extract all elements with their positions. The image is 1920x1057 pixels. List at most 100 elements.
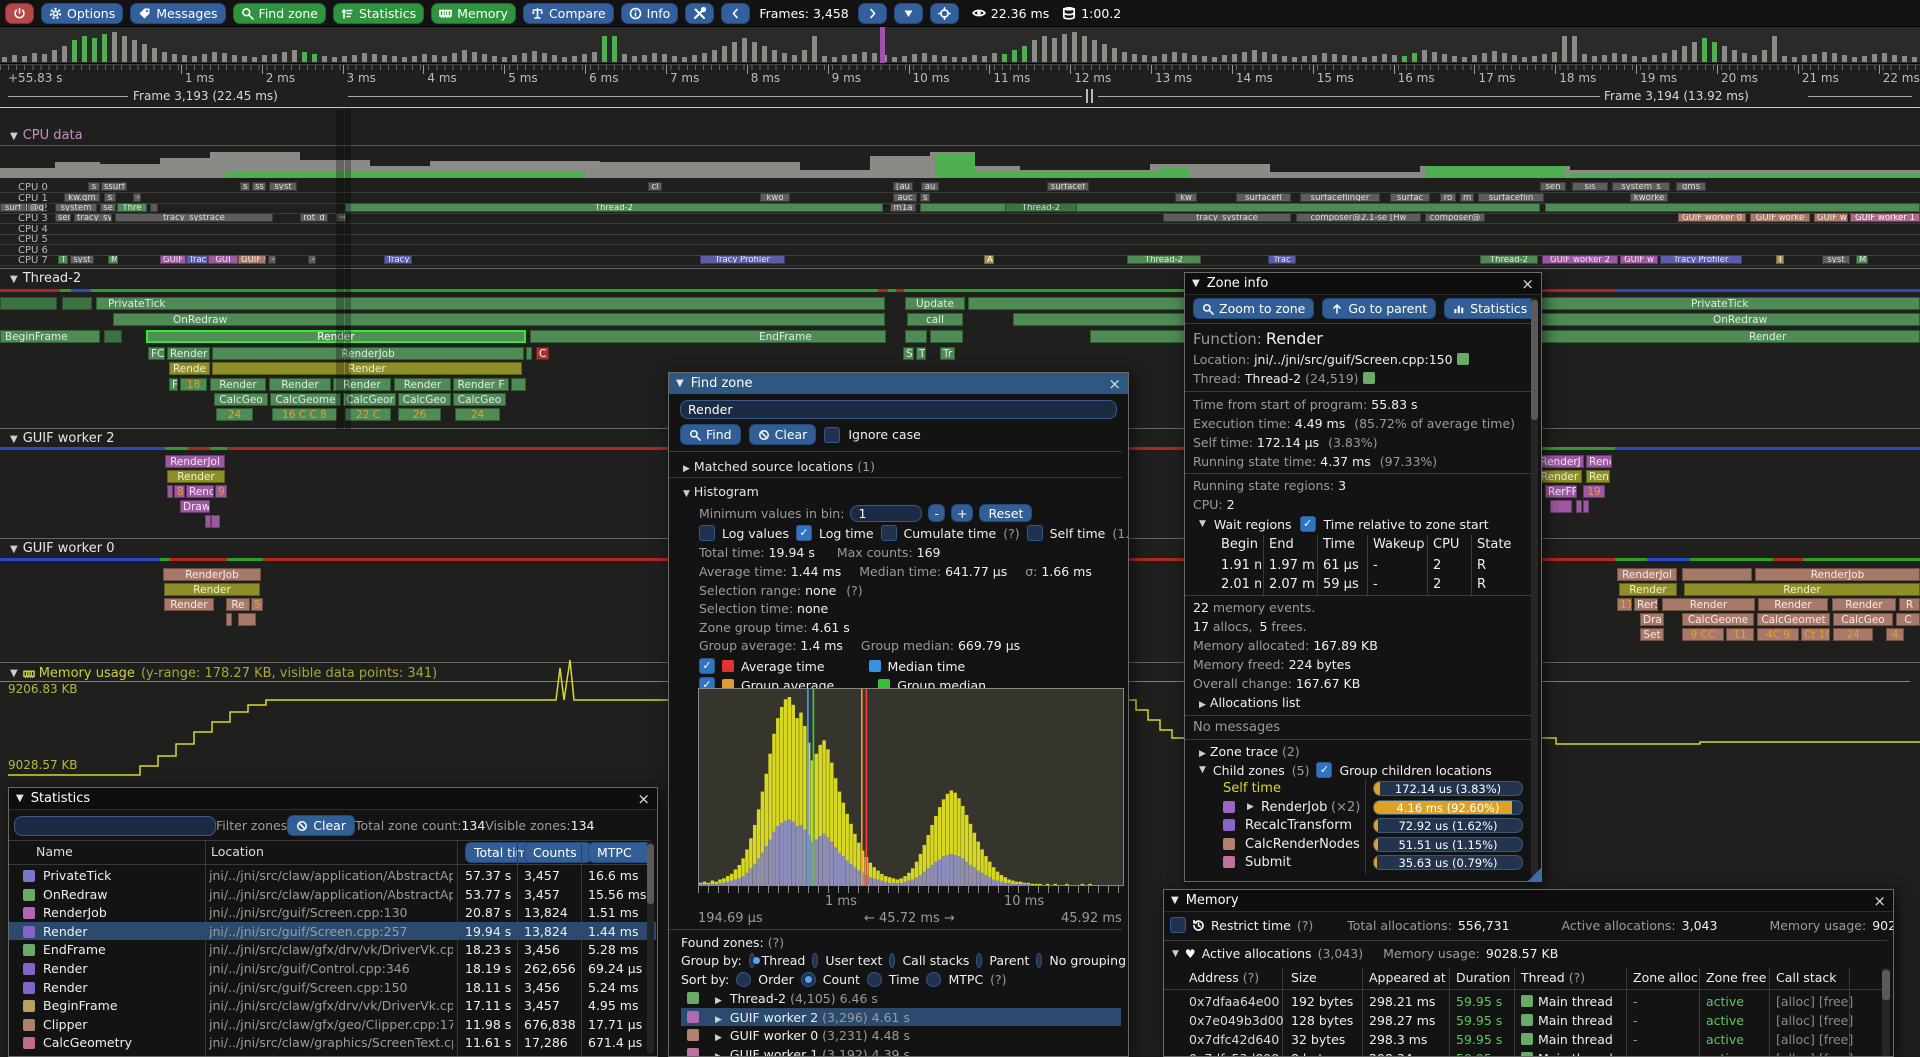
zone[interactable]: Render <box>164 583 260 596</box>
cpu-zone[interactable]: tracy_systrace <box>1163 213 1291 222</box>
radio-button[interactable] <box>866 972 882 987</box>
zone[interactable]: CalcGeor <box>343 393 396 406</box>
scrollbar[interactable] <box>647 842 654 1054</box>
zone[interactable]: Render <box>212 362 522 375</box>
cpu-zone[interactable]: Tracy I <box>384 255 412 264</box>
zone[interactable]: Render <box>164 598 214 611</box>
checkbox[interactable] <box>824 426 841 443</box>
toolbar-button-statistics[interactable]: Statistics <box>332 2 425 24</box>
wait-column-header[interactable]: CPU <box>1433 537 1460 552</box>
matched-source-locations[interactable]: ▶ Matched source locations (1) <box>683 459 875 474</box>
wait-column-header[interactable]: End <box>1269 537 1294 552</box>
allocations-list[interactable]: ▶ Allocations list <box>1199 695 1301 710</box>
checkbox[interactable]: ✓ <box>795 525 812 541</box>
child-zone-name[interactable]: Submit <box>1245 855 1292 871</box>
table-row[interactable]: Render jni/../jni/src/guif/Screen.cpp:150… <box>9 980 657 998</box>
toolbar-button-options[interactable]: Options <box>41 2 124 24</box>
cpu-zone[interactable]: surf <box>0 203 26 212</box>
zone[interactable] <box>905 330 927 343</box>
close-icon[interactable]: × <box>1108 374 1121 393</box>
cpu-zone[interactable]: Thread-2 <box>345 203 883 212</box>
cpu-zone[interactable]: GUI <box>208 255 238 264</box>
zone[interactable] <box>1550 500 1572 513</box>
zone[interactable]: Update <box>905 297 965 310</box>
collapse-icon[interactable]: ▼ <box>1199 519 1206 529</box>
zone[interactable]: 18 <box>180 378 207 391</box>
zone[interactable] <box>930 330 963 343</box>
zone[interactable]: CalcGeo <box>1833 613 1893 626</box>
cpu-zone[interactable]: surfaceflinger <box>1300 193 1380 202</box>
cpu-zone[interactable] <box>920 203 1540 212</box>
zone[interactable]: R <box>1899 598 1920 611</box>
zone[interactable]: CalcGeo <box>398 393 451 406</box>
wait-column-header[interactable]: Wakeup <box>1373 537 1425 552</box>
scrollbar-thumb[interactable] <box>1882 970 1890 1000</box>
zone[interactable]: FC <box>148 347 165 360</box>
zone[interactable] <box>526 347 532 360</box>
cpu-zone[interactable]: GUIF w <box>1620 255 1658 264</box>
frame-overview-minimap[interactable] <box>0 26 1920 64</box>
cpu-zone[interactable]: syst <box>1822 255 1850 264</box>
zone[interactable] <box>62 297 92 310</box>
cpu-zone[interactable]: system_s <box>1612 182 1670 191</box>
cpu-zone[interactable]: kworke <box>1630 193 1668 202</box>
zone[interactable]: S <box>903 347 914 360</box>
thread-section-header[interactable]: ▼ Thread-2 <box>10 271 82 286</box>
collapse-icon[interactable]: ▼ <box>10 668 18 679</box>
radio-button[interactable] <box>800 972 816 987</box>
collapse-icon[interactable]: ▼ <box>10 434 18 445</box>
zone[interactable]: Re <box>226 598 250 611</box>
cpu-zone[interactable]: ~ <box>268 255 276 264</box>
cpu-zone[interactable]: ss <box>252 182 266 191</box>
zone[interactable]: PrivateTick <box>96 297 885 310</box>
cpu-zone[interactable]: ro <box>1440 193 1456 202</box>
decrement-button[interactable]: - <box>928 504 945 522</box>
zone[interactable]: RenderJol <box>1617 568 1677 581</box>
expand-icon[interactable]: ▶ <box>715 1051 722 1057</box>
zone[interactable]: Rend <box>186 485 214 498</box>
zone[interactable]: CalcGeome <box>270 393 341 406</box>
frame-band[interactable]: Frame 3,193 (22.45 ms) Frame 3,194 (13.92… <box>0 86 1920 108</box>
zone[interactable]: 24 <box>216 408 253 421</box>
memory-column-header[interactable]: Duration <box>1456 970 1511 985</box>
cpu-zone[interactable]: ser <box>55 213 71 222</box>
cpu-zone[interactable]: kw.gm <box>64 193 100 202</box>
cpu-zone[interactable]: GUIF <box>160 255 186 264</box>
cpu-data-section-header[interactable]: ▼ CPU data <box>10 128 83 143</box>
zone[interactable]: Ct 10 <box>1801 628 1830 641</box>
child-zones-header[interactable]: ▼ Child zones (5) ✓ Group children locations <box>1199 762 1492 778</box>
memory-column-header[interactable]: Thread (?) <box>1521 970 1586 985</box>
cpu-zone[interactable]: Th <box>58 255 68 264</box>
radio-button[interactable] <box>976 953 983 968</box>
cpu-zone[interactable]: ~ <box>133 193 141 202</box>
cpu-zone[interactable]: Trac <box>1268 255 1296 264</box>
table-row[interactable]: CalcGeometry jni/../jni/src/claw/graphics… <box>9 1035 657 1053</box>
zone[interactable]: C <box>1896 613 1920 626</box>
memory-column-header[interactable]: Zone alloc <box>1633 970 1698 985</box>
zone[interactable] <box>104 330 122 343</box>
close-icon[interactable]: × <box>1521 274 1534 293</box>
zone[interactable]: RenderJ <box>1537 455 1584 468</box>
cpu-zone[interactable]: Thread-2 <box>1480 255 1538 264</box>
scrollbar-thumb[interactable] <box>1531 300 1538 420</box>
wait-column-header[interactable]: State <box>1477 537 1512 552</box>
toolbar-button-tools-icon[interactable] <box>685 2 715 24</box>
cpu-zone[interactable]: GUIF worker 1 <box>1850 213 1920 222</box>
histogram-plot[interactable] <box>698 688 1124 886</box>
child-zone-name[interactable]: RecalcTransform <box>1245 818 1352 834</box>
window-titlebar[interactable]: ▼ Find zone × <box>669 373 1128 394</box>
cpu-zone[interactable] <box>150 203 158 212</box>
histogram-header[interactable]: ▼ Histogram <box>683 484 759 499</box>
zone[interactable] <box>205 515 211 528</box>
zone[interactable]: Render <box>1684 583 1920 596</box>
cpu-zone[interactable]: M <box>108 255 118 264</box>
table-row[interactable]: EndFrame jni/../jni/src/claw/gfx/drv/vk/D… <box>9 942 657 960</box>
zone[interactable]: Render F <box>453 378 509 391</box>
zone[interactable]: Render <box>146 330 526 343</box>
zone[interactable]: Render <box>167 470 225 483</box>
expand-icon[interactable]: ▶ <box>683 464 690 474</box>
cpu-zone[interactable] <box>1545 203 1920 212</box>
zone-group-row[interactable]: ▶ GUIF worker 0 (3,231) 4.48 s <box>687 1028 910 1043</box>
zone[interactable]: 9 CC <box>1682 628 1724 641</box>
cpu-zone[interactable]: ~ <box>336 213 346 222</box>
